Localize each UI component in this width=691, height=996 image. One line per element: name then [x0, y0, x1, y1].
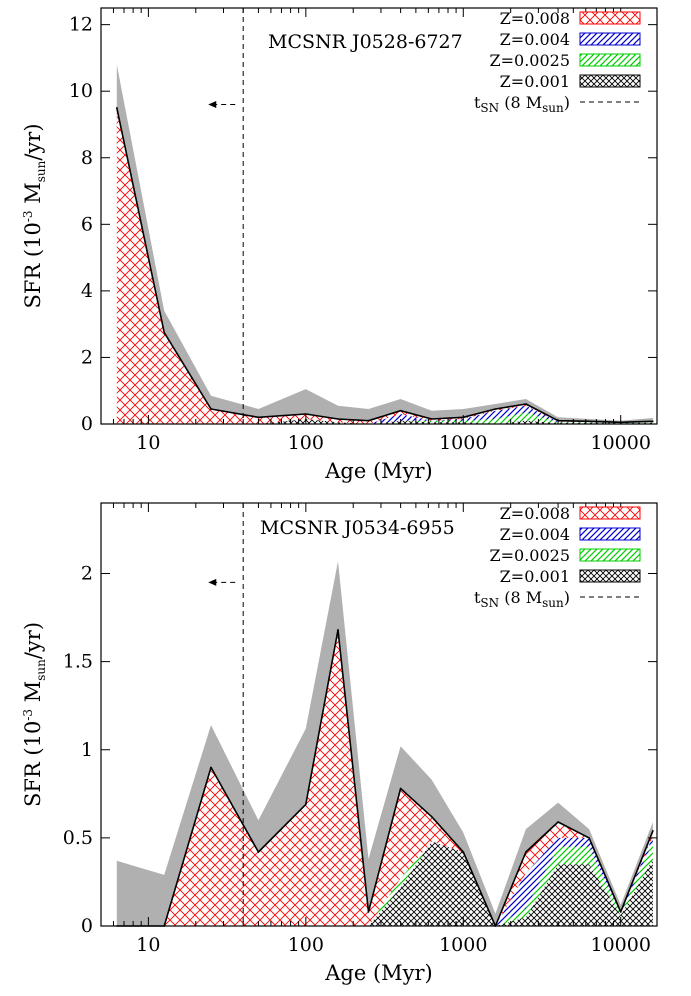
y-tick-label: 1	[81, 739, 93, 761]
y-tick-label: 8	[81, 147, 93, 169]
data-point	[257, 851, 260, 853]
y-tick-label: 0	[81, 413, 93, 435]
x-tick-label: 10	[136, 934, 160, 956]
y-tick-label: 0.5	[63, 827, 93, 849]
area-z0001	[116, 841, 653, 926]
legend-swatch-z00025	[579, 53, 641, 67]
legend-label-z00025: Z=0.0025	[489, 51, 570, 70]
x-tick-label: 100	[288, 432, 324, 454]
data-point	[163, 331, 165, 334]
data-point	[367, 911, 370, 913]
data-point	[494, 408, 497, 410]
sn-arrow-head	[208, 578, 217, 586]
data-point	[337, 629, 339, 631]
data-point	[337, 418, 339, 420]
legend-label-z0004: Z=0.004	[500, 525, 570, 544]
y-tick-label: 10	[69, 80, 93, 102]
x-tick-label: 10	[136, 432, 160, 454]
data-point	[210, 408, 212, 410]
y-tick-label: 1.5	[63, 651, 93, 673]
area-z00025	[116, 412, 653, 424]
y-tick-label: 2	[81, 346, 93, 368]
legend-label-sn: tSN (8 Msun)	[474, 93, 570, 115]
legend-label-z0001: Z=0.001	[500, 72, 570, 91]
y-tick-label: 0	[81, 915, 93, 937]
plot-frame	[100, 7, 658, 425]
x-tick-label: 10000	[590, 432, 650, 454]
legend-swatch-z0001	[579, 569, 641, 583]
x-tick-label: 1000	[439, 934, 487, 956]
y-axis-label: SFR (10-3 Msun/yr)	[21, 622, 48, 807]
data-point	[430, 815, 433, 818]
data-point	[257, 416, 260, 419]
area-z0008	[116, 107, 653, 425]
x-axis-label: Age (Myr)	[324, 961, 433, 985]
y-axis-label: SFR (10-3 Msun/yr)	[21, 123, 48, 308]
y-tick-label: 4	[81, 280, 93, 302]
data-point	[652, 420, 654, 423]
area-z0008	[116, 629, 653, 926]
data-point	[652, 830, 654, 832]
legend-swatch-z0008	[579, 11, 641, 25]
legend-label-z0008: Z=0.008	[500, 504, 570, 523]
legend-swatch-z0004	[579, 527, 641, 541]
x-tick-label: 10000	[590, 934, 650, 956]
y-tick-label: 2	[81, 563, 93, 585]
data-point	[462, 851, 465, 853]
legend-swatch-z00025	[579, 548, 641, 562]
y-tick-label: 12	[69, 14, 93, 36]
data-point	[116, 107, 118, 109]
data-point	[525, 403, 527, 405]
area-z0004	[116, 836, 653, 926]
snr-name: MCSNR J0528-6727	[268, 31, 463, 53]
legend-swatch-z0008	[579, 506, 641, 520]
legend-label-z0004: Z=0.004	[500, 30, 570, 49]
legend-swatch-z0001	[579, 74, 641, 88]
data-point	[305, 413, 307, 415]
area-z0004	[116, 405, 653, 424]
legend-label-z0008: Z=0.008	[500, 9, 570, 28]
x-tick-label: 100	[288, 934, 324, 956]
error-band	[116, 561, 653, 926]
legend-swatch-z0004	[579, 32, 641, 46]
data-point	[588, 837, 590, 839]
legend-label-sn: tSN (8 Msun)	[474, 588, 570, 610]
area-z00025	[116, 841, 653, 926]
area-z0001	[116, 419, 653, 424]
chart-panel-bottom: 0 0.5 1 1.5 2 10 100 1000 10000 Age (Myr) SFR (10-…	[21, 502, 658, 985]
data-point	[399, 409, 402, 412]
total-sfr-line	[116, 629, 654, 927]
data-point	[367, 419, 370, 422]
snr-name: MCSNR J0534-6955	[260, 517, 455, 539]
data-point	[588, 420, 590, 423]
chart-panel-top: 0 2 4 6 8 10 12 10 100 1000 10000 Age (Myr) SFR (10-…	[21, 7, 658, 483]
data-point	[430, 418, 433, 420]
legend-label-z0001: Z=0.001	[500, 567, 570, 586]
data-point	[525, 851, 527, 853]
x-tick-label: 1000	[439, 432, 487, 454]
data-point	[557, 821, 559, 823]
plot-frame	[100, 502, 658, 927]
data-point	[305, 803, 307, 806]
data-point	[210, 766, 212, 769]
legend-label-z00025: Z=0.0025	[489, 546, 570, 565]
sn-arrow-head	[208, 101, 217, 109]
x-axis-label: Age (Myr)	[324, 459, 433, 483]
data-point	[399, 787, 402, 790]
error-band	[116, 64, 653, 424]
data-point	[619, 911, 622, 913]
y-tick-label: 6	[81, 213, 93, 235]
